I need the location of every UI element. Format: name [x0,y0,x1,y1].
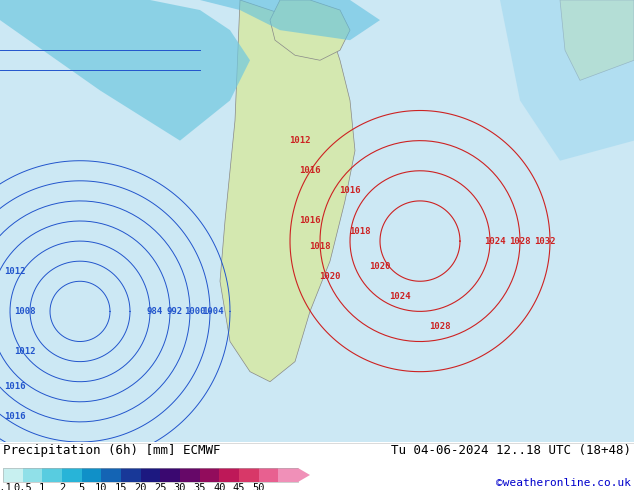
Bar [42,468,62,482]
Text: 1012: 1012 [14,347,36,356]
Text: 1018: 1018 [309,242,331,250]
Text: 20: 20 [134,484,147,490]
Text: Precipitation (6h) [mm] ECMWF: Precipitation (6h) [mm] ECMWF [3,444,221,457]
Text: 25: 25 [154,484,167,490]
Bar [82,468,101,482]
Bar [180,468,200,482]
Text: 1: 1 [39,484,46,490]
Text: 1016: 1016 [299,217,321,225]
Bar [278,468,298,482]
Text: 1020: 1020 [320,272,340,281]
Bar [141,468,160,482]
Bar [200,468,219,482]
Text: 1024: 1024 [389,292,411,301]
Text: 10: 10 [95,484,108,490]
Text: 984: 984 [147,307,163,316]
Text: Tu 04-06-2024 12..18 UTC (18+48): Tu 04-06-2024 12..18 UTC (18+48) [391,444,631,457]
Text: 1016: 1016 [339,186,361,196]
Text: 45: 45 [233,484,245,490]
Polygon shape [298,468,310,482]
Bar [160,468,180,482]
Text: 1012: 1012 [4,267,26,276]
Polygon shape [0,0,250,141]
Polygon shape [560,0,634,80]
Bar [219,468,239,482]
Bar [121,468,141,482]
Text: 992: 992 [167,307,183,316]
Text: 1028: 1028 [429,322,451,331]
Text: 30: 30 [174,484,186,490]
Text: 1032: 1032 [534,237,556,245]
Text: 0.5: 0.5 [13,484,32,490]
Text: 15: 15 [115,484,127,490]
Text: 1000: 1000 [184,307,206,316]
Text: ©weatheronline.co.uk: ©weatheronline.co.uk [496,478,631,488]
Bar [101,468,121,482]
Text: 0.1: 0.1 [0,484,13,490]
Bar [62,468,82,482]
Bar [23,468,42,482]
Text: 1028: 1028 [509,237,531,245]
Text: 50: 50 [252,484,265,490]
Text: 1018: 1018 [349,226,371,236]
Polygon shape [220,0,355,382]
Text: 1012: 1012 [289,136,311,145]
Polygon shape [500,0,634,161]
Text: 1024: 1024 [484,237,506,245]
Bar [259,468,278,482]
Polygon shape [200,0,380,40]
Text: 1016: 1016 [4,413,26,421]
Text: 2: 2 [59,484,65,490]
Text: 40: 40 [213,484,226,490]
Text: 1008: 1008 [14,307,36,316]
Text: 5: 5 [79,484,85,490]
Bar [3,468,298,482]
Bar [3,468,23,482]
Text: 1004: 1004 [202,307,224,316]
Text: 1016: 1016 [4,382,26,391]
Text: 1020: 1020 [369,262,391,270]
Text: 35: 35 [193,484,206,490]
Text: 1016: 1016 [299,166,321,175]
Bar [239,468,259,482]
Polygon shape [270,0,350,60]
